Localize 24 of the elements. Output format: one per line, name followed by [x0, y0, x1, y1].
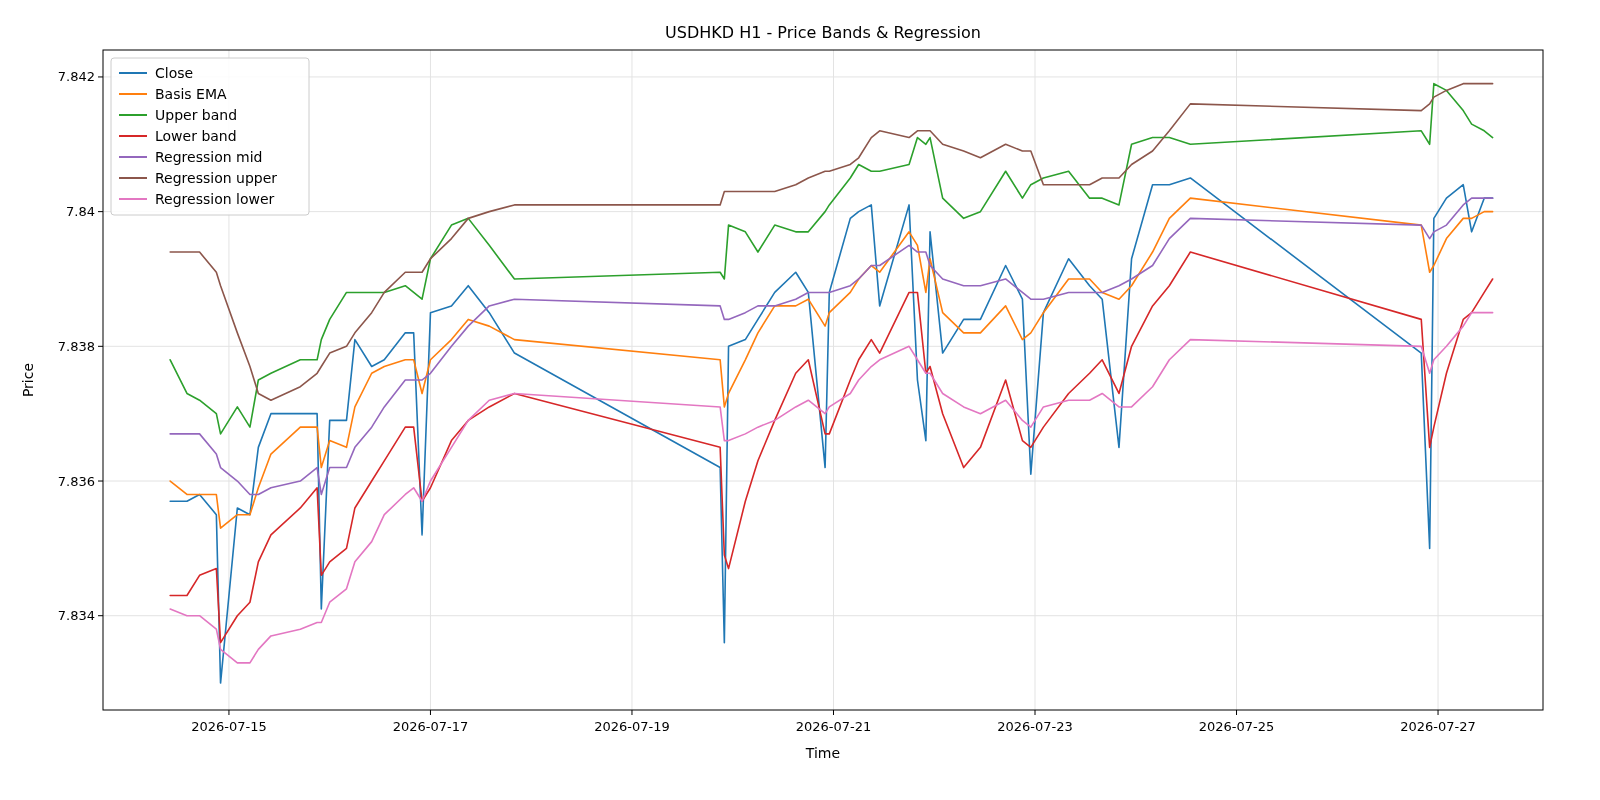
legend-label: Upper band [155, 107, 238, 123]
legend-label: Basis EMA [155, 86, 228, 102]
legend-label: Regression mid [155, 149, 263, 165]
line-series [169, 251, 1494, 644]
x-axis-title: Time [804, 745, 841, 761]
legend-label: Lower band [155, 128, 237, 144]
x-tick-label: 2026-07-27 [1400, 719, 1476, 734]
y-tick-label: 7.842 [57, 69, 95, 85]
x-tick-label: 2026-07-25 [1198, 719, 1275, 734]
line-series [169, 311, 1494, 664]
y-tick-label: 7.84 [66, 204, 95, 220]
x-tick-label: 2026-07-19 [594, 719, 670, 734]
x-tick-label: 2026-07-23 [997, 719, 1073, 734]
x-tick-label: 2026-07-17 [392, 719, 469, 734]
x-tick-label: 2026-07-15 [191, 719, 267, 734]
x-tick-label: 2026-07-21 [795, 719, 872, 734]
legend-label: Regression lower [155, 191, 275, 207]
y-tick-label: 7.838 [57, 338, 95, 354]
chart-title: USDHKD H1 - Price Bands & Regression [665, 23, 981, 42]
legend-label: Close [155, 65, 194, 81]
y-axis-title: Price [20, 362, 36, 398]
legend-label: Regression upper [155, 170, 278, 186]
y-tick-label: 7.836 [57, 473, 95, 489]
y-tick-label: 7.834 [57, 608, 95, 624]
